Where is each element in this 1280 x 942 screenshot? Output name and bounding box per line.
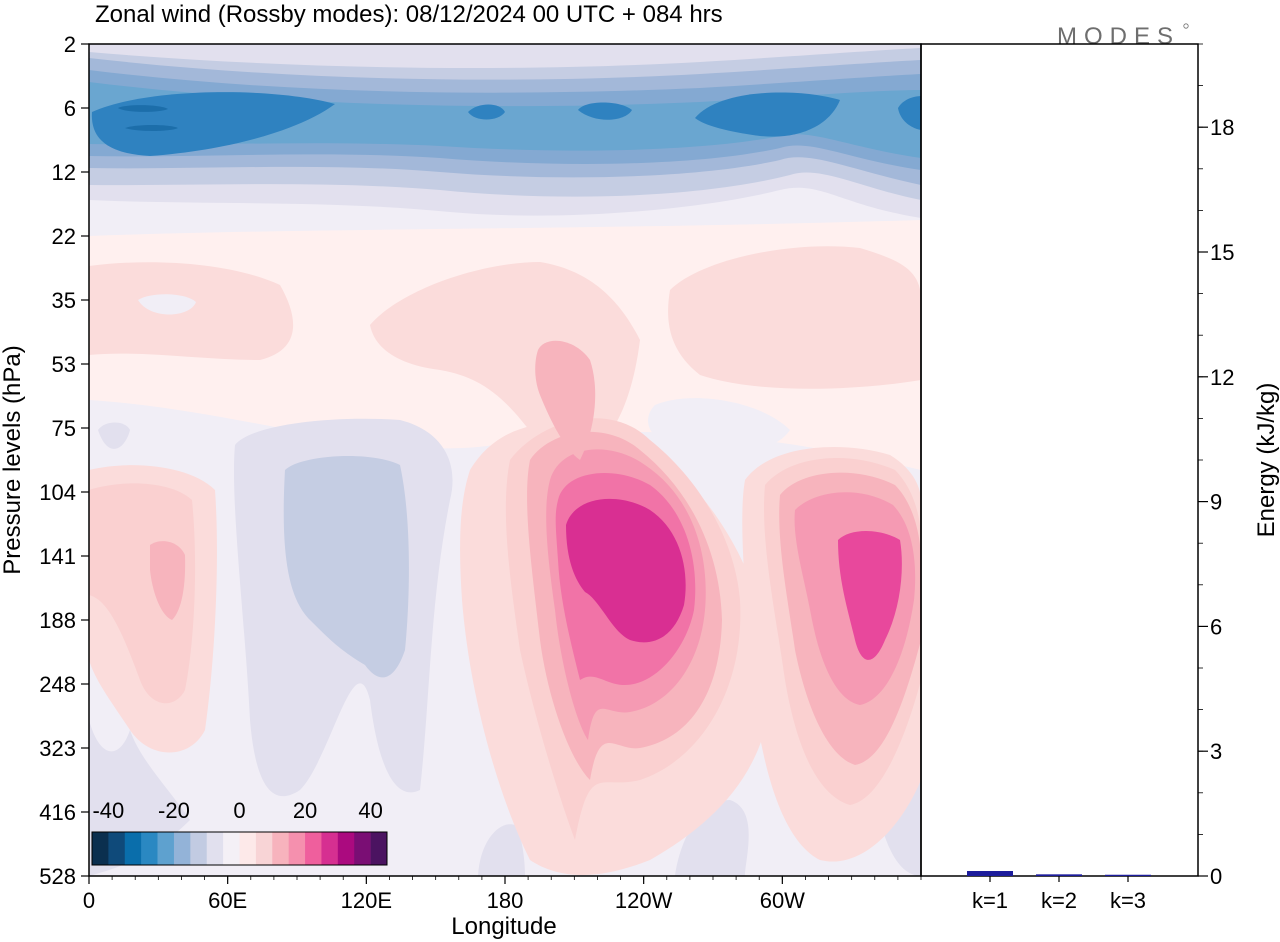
contour-field: [89, 44, 921, 876]
colorbar-swatch: [157, 832, 175, 865]
contour-jet-west-3: [150, 541, 186, 620]
energy-plot-frame: [920, 43, 1199, 877]
x-tick-label: 60W: [760, 888, 805, 913]
colorbar-swatch: [239, 832, 257, 865]
y-tick-label: 323: [39, 736, 76, 761]
colorbar-tick-label: 0: [233, 798, 245, 823]
contour-neg-core-2: [695, 92, 840, 137]
modes-logo: MODES: [1057, 23, 1180, 50]
y-tick-label: 141: [39, 544, 76, 569]
energy-category-label: k=1: [972, 888, 1008, 913]
energy-bar: [1036, 874, 1082, 876]
colorbar-tick-label: -40: [92, 798, 124, 823]
colorbar-swatch: [173, 832, 191, 865]
contour-pos-lobe-east: [668, 246, 921, 389]
chart-title: Zonal wind (Rossby modes): 08/12/2024 00…: [95, 1, 723, 28]
colorbar-swatch: [288, 832, 306, 865]
y-tick-label: 12: [52, 160, 76, 185]
logo-registered-mark: [1183, 23, 1189, 29]
y-tick-label: 6: [64, 96, 76, 121]
colorbar-swatch: [206, 832, 224, 865]
colorbar-frame: [91, 831, 388, 866]
energy-bar-chart: 0 3 6 9 12 15 18 k=1 k=2 k=3: [967, 43, 1234, 913]
y-tick-label: 22: [52, 224, 76, 249]
energy-axis-label: Energy (kJ/kg): [1253, 383, 1280, 538]
x-axis-label: Longitude: [451, 913, 556, 940]
x-tick-label: 60E: [208, 888, 247, 913]
x-axis: 0 60E 120E 180 120W 60W: [83, 876, 922, 913]
y-tick-label: 188: [39, 608, 76, 633]
colorbar-tick-label: 40: [358, 798, 382, 823]
contour-jet-center-7: [535, 340, 596, 460]
colorbar-swatch: [305, 832, 322, 865]
y-tick-label: 35: [52, 288, 76, 313]
energy-category-label: k=3: [1110, 888, 1146, 913]
energy-tick-label: 3: [1210, 739, 1222, 764]
energy-bar: [1105, 874, 1151, 876]
energy-tick-label: 9: [1210, 490, 1222, 515]
x-tick-label: 0: [83, 888, 95, 913]
energy-category-label: k=2: [1041, 888, 1077, 913]
x-tick-label: 120E: [341, 888, 392, 913]
y-tick-label: 104: [39, 480, 76, 505]
contour-neg-trop-6: [98, 422, 130, 449]
y-tick-label: 53: [52, 352, 76, 377]
energy-tick-label: 12: [1210, 365, 1234, 390]
contour-neg-trop-2: [283, 455, 409, 678]
colorbar-swatch: [255, 832, 273, 865]
contour-neg-max-1: [118, 105, 168, 112]
energy-tick-label: 18: [1210, 115, 1234, 140]
contour-pos-spot-west: [138, 294, 196, 315]
colorbar-swatch: [141, 832, 158, 865]
y-tick-label: 2: [64, 32, 76, 57]
contour-neg-trop-5: [478, 824, 525, 876]
contour-jet-center-6: [566, 498, 686, 643]
y-tick-label: 75: [52, 416, 76, 441]
contour-pos-lobe-west: [89, 262, 294, 360]
colorbar-swatch: [190, 832, 208, 865]
y-axis-label: Pressure levels (hPa): [0, 345, 26, 574]
energy-tick-label: 0: [1210, 864, 1222, 889]
contour-neg-trop-7: [648, 398, 790, 454]
y-tick-label: 248: [39, 672, 76, 697]
y-tick-label: 528: [39, 864, 76, 889]
x-tick-label: 180: [487, 888, 524, 913]
contour-neg-core-5: [898, 96, 921, 130]
colorbar-swatch: [321, 832, 339, 865]
colorbar-tick-label: -20: [158, 798, 190, 823]
y-axis: 2 6 12 22 35 53 75 104 141 188 248 323 416 528: [39, 32, 89, 889]
contour-neg-trop-4: [675, 800, 749, 876]
contour-neg-max-2: [125, 125, 178, 131]
y-tick-label: 416: [39, 800, 76, 825]
colorbar-swatch: [124, 832, 142, 865]
contour-jet-east-5: [838, 531, 902, 660]
energy-tick-label: 15: [1210, 240, 1234, 265]
contour-neg-core-4: [468, 104, 505, 120]
contour-jet-west-2: [89, 483, 196, 704]
colorbar-swatch: [223, 832, 240, 865]
energy-tick-label: 6: [1210, 614, 1222, 639]
energy-bar: [967, 871, 1013, 876]
colorbar-swatch: [354, 832, 371, 865]
colorbar: -40 -20 0 20 40: [91, 798, 388, 866]
colorbar-swatch: [108, 832, 126, 865]
colorbar-swatch: [337, 832, 355, 865]
x-tick-label: 120W: [615, 888, 673, 913]
colorbar-swatch: [92, 832, 109, 865]
colorbar-swatch: [370, 832, 388, 865]
colorbar-swatch: [272, 832, 289, 865]
colorbar-tick-label: 20: [293, 798, 317, 823]
contour-neg-core-3: [578, 102, 632, 120]
